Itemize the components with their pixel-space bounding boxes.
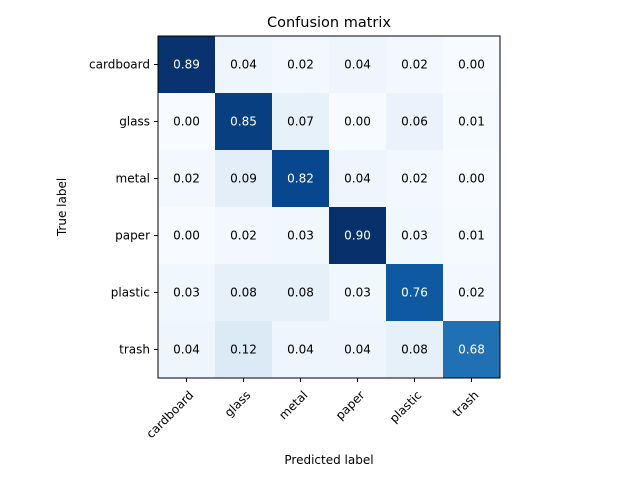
cell-value-label: 0.03: [173, 286, 200, 300]
cell-value-label: 0.00: [173, 115, 200, 129]
cell-value-label: 0.08: [287, 286, 314, 300]
heatmap-cell-trash-paper: [329, 321, 387, 379]
cell-value-label: 0.08: [401, 343, 428, 357]
cell-value-label: 0.00: [458, 58, 485, 72]
x-tick-label-trash: trash: [450, 388, 482, 420]
heatmap-cell-cardboard-metal: [272, 36, 330, 94]
heatmap-cell-paper-plastic: [386, 207, 444, 265]
x-axis-ticks: cardboard glass metal paper plastic trash: [143, 378, 481, 441]
heatmap-cell-plastic-plastic: [386, 264, 444, 322]
heatmap-cell-paper-trash: [443, 207, 501, 265]
heatmap-cell-labels: 0.89 0.04 0.02 0.04 0.02 0.00 0.00 0.85 0.07 0.00…: [173, 58, 485, 357]
cell-value-label: 0.02: [287, 58, 314, 72]
cell-value-label: 0.12: [230, 343, 257, 357]
cell-value-label: 0.82: [287, 172, 314, 186]
x-tick-label-glass: glass: [222, 388, 254, 420]
heatmap-cell-metal-plastic: [386, 150, 444, 208]
heatmap-cell-cardboard-glass: [215, 36, 273, 94]
heatmap-cell-glass-glass: [215, 93, 273, 151]
heatmap-cell-glass-plastic: [386, 93, 444, 151]
heatmap-cell-metal-paper: [329, 150, 387, 208]
heatmap-cell-metal-glass: [215, 150, 273, 208]
heatmap-cell-metal-cardboard: [158, 150, 216, 208]
cell-value-label: 0.03: [344, 286, 371, 300]
y-tick-label-glass: glass: [119, 115, 150, 129]
x-tick-label-metal: metal: [276, 388, 310, 422]
cell-value-label: 0.85: [230, 115, 257, 129]
heatmap-cell-cardboard-cardboard: [158, 36, 216, 94]
heatmap-cell-trash-trash: [443, 321, 501, 379]
cell-value-label: 0.00: [458, 172, 485, 186]
cell-value-label: 0.02: [458, 286, 485, 300]
y-tick-label-metal: metal: [116, 172, 150, 186]
cell-value-label: 0.08: [230, 286, 257, 300]
y-tick-label-plastic: plastic: [111, 286, 150, 300]
y-axis-label: True label: [55, 178, 69, 237]
heatmap-cell-paper-cardboard: [158, 207, 216, 265]
cell-value-label: 0.89: [173, 58, 200, 72]
heatmap-cell-plastic-cardboard: [158, 264, 216, 322]
heatmap-cell-glass-paper: [329, 93, 387, 151]
cell-value-label: 0.09: [230, 172, 257, 186]
cell-value-label: 0.00: [344, 115, 371, 129]
cell-value-label: 0.02: [401, 172, 428, 186]
cell-value-label: 0.06: [401, 115, 428, 129]
cell-value-label: 0.04: [344, 343, 371, 357]
cell-value-label: 0.03: [401, 229, 428, 243]
heatmap-cell-glass-cardboard: [158, 93, 216, 151]
x-axis-label: Predicted label: [284, 453, 373, 467]
heatmap-cell-cardboard-paper: [329, 36, 387, 94]
cell-value-label: 0.07: [287, 115, 314, 129]
cell-value-label: 0.02: [401, 58, 428, 72]
cell-value-label: 0.76: [401, 286, 428, 300]
y-tick-label-cardboard: cardboard: [89, 58, 150, 72]
heatmap-cell-trash-cardboard: [158, 321, 216, 379]
cell-value-label: 0.01: [458, 229, 485, 243]
cell-value-label: 0.04: [173, 343, 200, 357]
heatmap-cell-glass-trash: [443, 93, 501, 151]
heatmap-cell-cardboard-trash: [443, 36, 501, 94]
plot-frame: [157, 35, 501, 379]
y-tick-label-trash: trash: [119, 343, 150, 357]
cell-value-label: 0.03: [287, 229, 314, 243]
cell-value-label: 0.00: [173, 229, 200, 243]
chart-title: Confusion matrix: [267, 15, 391, 31]
heatmap-cell-trash-plastic: [386, 321, 444, 379]
cell-value-label: 0.90: [344, 229, 371, 243]
heatmap-cell-paper-glass: [215, 207, 273, 265]
cell-value-label: 0.68: [458, 343, 485, 357]
heatmap-cell-paper-metal: [272, 207, 330, 265]
heatmap-cell-metal-metal: [272, 150, 330, 208]
heatmap-cell-plastic-trash: [443, 264, 501, 322]
heatmap-cell-plastic-metal: [272, 264, 330, 322]
heatmap-cell-metal-trash: [443, 150, 501, 208]
x-tick-label-paper: paper: [333, 388, 368, 423]
cell-value-label: 0.04: [344, 58, 371, 72]
cell-value-label: 0.02: [230, 229, 257, 243]
cell-value-label: 0.04: [287, 343, 314, 357]
cell-value-label: 0.04: [230, 58, 257, 72]
y-axis-ticks: cardboard glass metal paper plastic trash: [89, 58, 158, 357]
heatmap-cells: [158, 36, 501, 379]
x-tick-label-cardboard: cardboard: [143, 388, 196, 441]
cell-value-label: 0.01: [458, 115, 485, 129]
cell-value-label: 0.04: [344, 172, 371, 186]
heatmap-cell-trash-metal: [272, 321, 330, 379]
heatmap-cell-glass-metal: [272, 93, 330, 151]
y-tick-label-paper: paper: [115, 229, 150, 243]
heatmap-cell-plastic-glass: [215, 264, 273, 322]
cell-value-label: 0.02: [173, 172, 200, 186]
x-tick-label-plastic: plastic: [387, 388, 425, 426]
heatmap-cell-trash-glass: [215, 321, 273, 379]
heatmap-cell-cardboard-plastic: [386, 36, 444, 94]
heatmap-cell-paper-paper: [329, 207, 387, 265]
heatmap-cell-plastic-paper: [329, 264, 387, 322]
